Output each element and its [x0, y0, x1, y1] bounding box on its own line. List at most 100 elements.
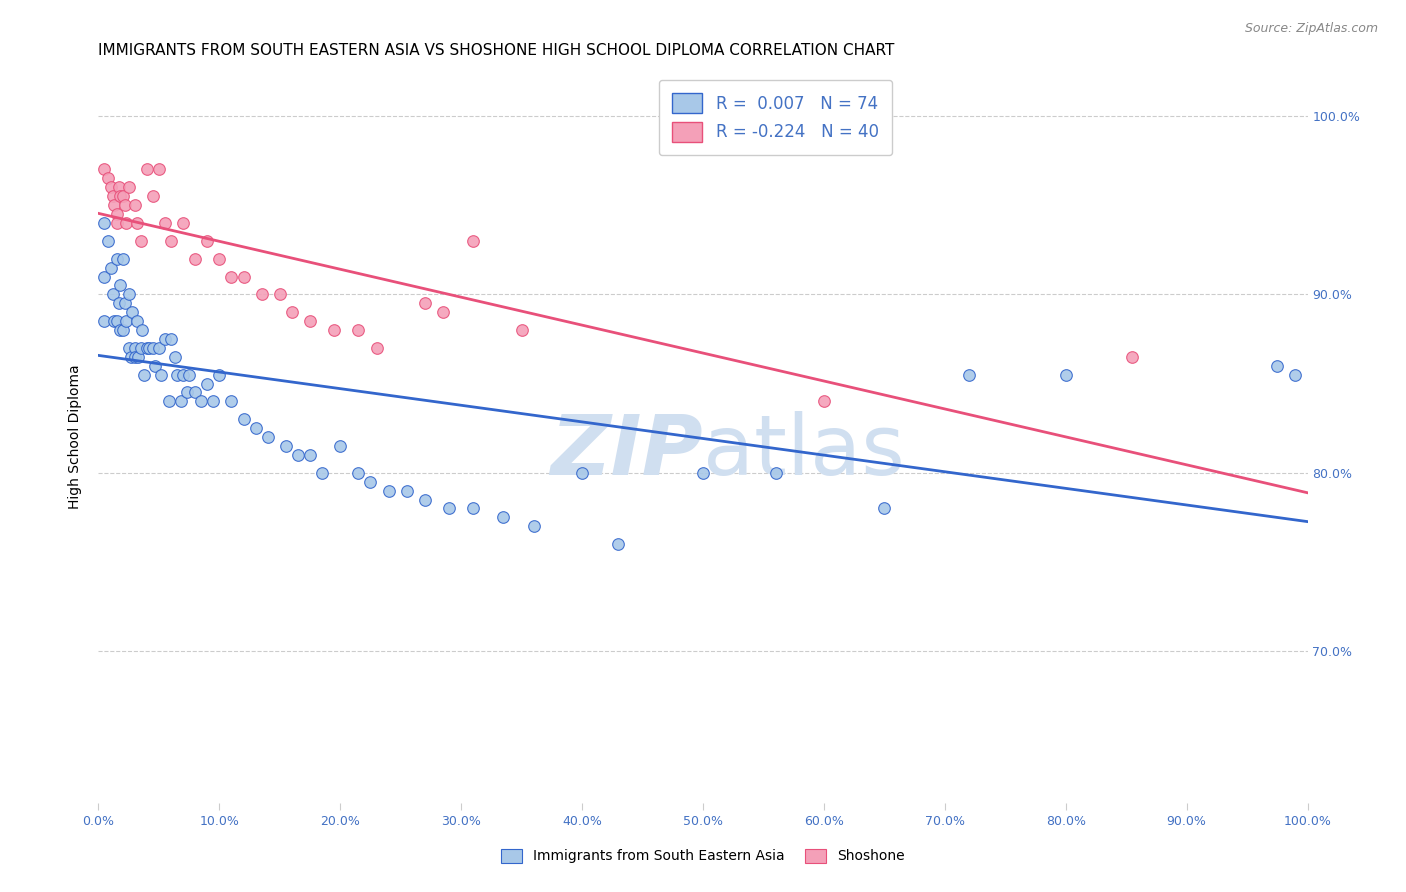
Point	[360, 475, 382, 489]
Point	[111, 189, 134, 203]
Point	[281, 305, 304, 319]
Point	[221, 269, 243, 284]
Text: atlas: atlas	[703, 411, 904, 492]
Point	[172, 216, 194, 230]
Point	[1267, 359, 1289, 373]
Point	[118, 341, 141, 355]
Point	[176, 385, 198, 400]
Point	[157, 394, 180, 409]
Point	[93, 162, 115, 177]
Point	[108, 278, 131, 293]
Point	[127, 350, 149, 364]
Point	[1284, 368, 1306, 382]
Point	[105, 207, 128, 221]
Point	[105, 216, 128, 230]
Point	[256, 430, 278, 444]
Point	[131, 323, 153, 337]
Point	[100, 180, 122, 194]
Point	[105, 252, 128, 266]
Point	[135, 162, 157, 177]
Point	[172, 368, 194, 382]
Point	[124, 341, 146, 355]
Point	[377, 483, 399, 498]
Point	[299, 448, 322, 462]
Point	[166, 368, 188, 382]
Point	[93, 216, 115, 230]
Point	[184, 252, 207, 266]
Point	[97, 171, 120, 186]
Point	[195, 234, 218, 248]
Point	[93, 269, 115, 284]
Point	[179, 368, 201, 382]
Point	[208, 252, 231, 266]
Point	[153, 332, 176, 346]
Point	[274, 439, 297, 453]
Point	[1054, 368, 1077, 382]
Point	[366, 341, 388, 355]
Point	[142, 341, 165, 355]
Point	[250, 287, 273, 301]
Point	[148, 341, 170, 355]
Text: IMMIGRANTS FROM SOUTH EASTERN ASIA VS SHOSHONE HIGH SCHOOL DIPLOMA CORRELATION C: IMMIGRANTS FROM SOUTH EASTERN ASIA VS SH…	[98, 43, 894, 58]
Point	[510, 323, 533, 337]
Text: Source: ZipAtlas.com: Source: ZipAtlas.com	[1244, 22, 1378, 36]
Point	[463, 234, 485, 248]
Y-axis label: High School Diploma: High School Diploma	[69, 365, 83, 509]
Point	[118, 180, 141, 194]
Point	[148, 162, 170, 177]
Text: ZIP: ZIP	[550, 411, 703, 492]
Point	[208, 368, 231, 382]
Point	[121, 305, 143, 319]
Point	[114, 198, 136, 212]
Point	[108, 296, 131, 310]
Point	[607, 537, 630, 551]
Point	[347, 323, 370, 337]
Point	[108, 180, 131, 194]
Point	[103, 198, 125, 212]
Point	[492, 510, 515, 524]
Point	[160, 332, 183, 346]
Point	[299, 314, 322, 328]
Point	[523, 519, 546, 533]
Point	[269, 287, 291, 301]
Point	[127, 216, 149, 230]
Point	[134, 368, 156, 382]
Point	[347, 466, 370, 480]
Point	[101, 287, 124, 301]
Point	[97, 234, 120, 248]
Point	[108, 323, 131, 337]
Point	[463, 501, 485, 516]
Point	[692, 466, 714, 480]
Point	[111, 252, 134, 266]
Point	[111, 323, 134, 337]
Point	[232, 412, 254, 426]
Point	[413, 492, 436, 507]
Point	[221, 394, 243, 409]
Point	[287, 448, 309, 462]
Point	[118, 287, 141, 301]
Point	[432, 305, 454, 319]
Point	[129, 234, 152, 248]
Point	[232, 269, 254, 284]
Point	[120, 350, 142, 364]
Point	[311, 466, 333, 480]
Point	[323, 323, 346, 337]
Point	[142, 189, 165, 203]
Point	[103, 314, 125, 328]
Point	[150, 368, 173, 382]
Point	[1121, 350, 1143, 364]
Point	[100, 260, 122, 275]
Point	[169, 394, 191, 409]
Point	[195, 376, 218, 391]
Point	[93, 314, 115, 328]
Point	[124, 198, 146, 212]
Point	[108, 189, 131, 203]
Point	[101, 189, 124, 203]
Point	[160, 234, 183, 248]
Point	[437, 501, 460, 516]
Point	[135, 341, 157, 355]
Point	[813, 394, 835, 409]
Point	[873, 501, 896, 516]
Point	[138, 341, 160, 355]
Point	[127, 314, 149, 328]
